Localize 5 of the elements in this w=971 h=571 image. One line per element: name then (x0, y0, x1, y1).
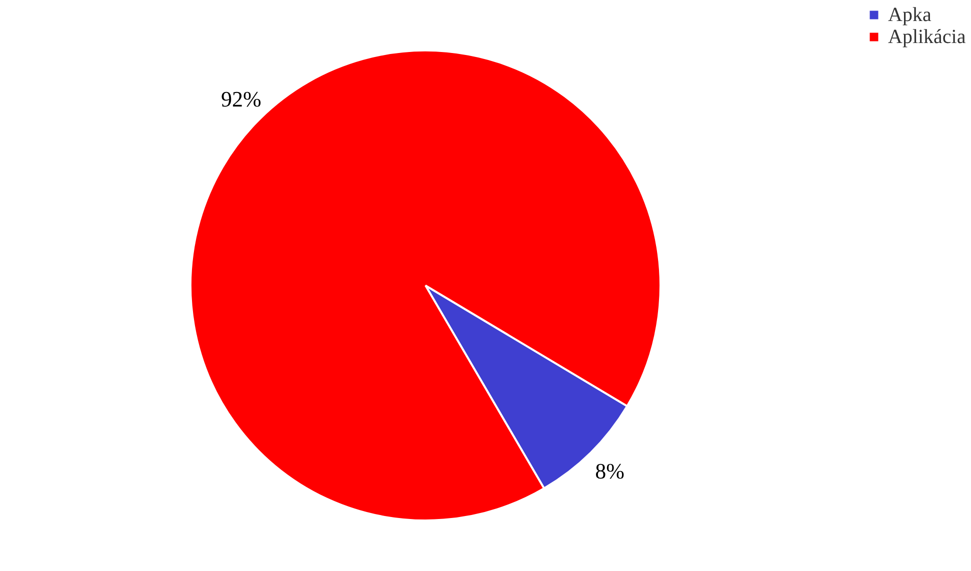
legend-label: Aplikácia (888, 26, 966, 48)
legend-label: Apka (888, 4, 932, 26)
pie-slice (190, 50, 662, 522)
data-label: 8% (595, 458, 624, 484)
data-label: 92% (221, 86, 262, 112)
